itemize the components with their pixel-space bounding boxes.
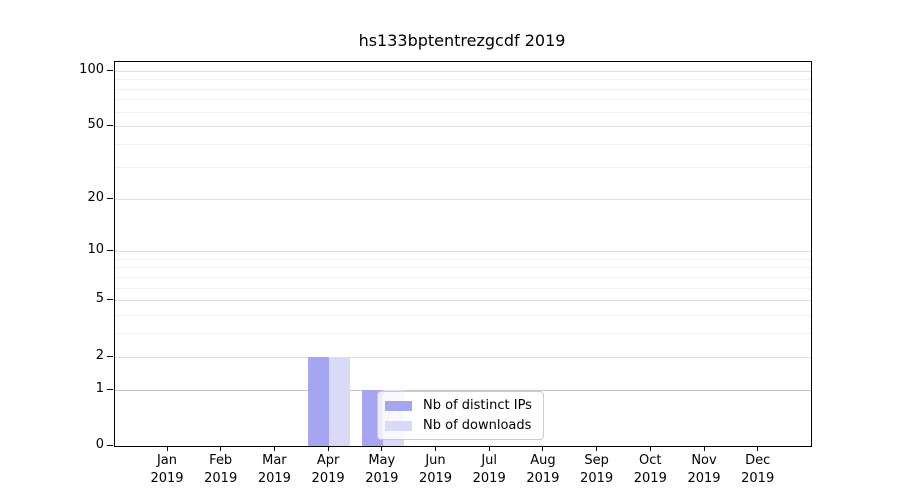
minor-gridline <box>115 144 811 146</box>
x-tick-year: 2019 <box>150 471 184 486</box>
x-tick-label: Jan 2019 <box>135 452 199 488</box>
y-tick-label: 20 <box>87 189 104 205</box>
y-tick-label: 2 <box>95 347 104 363</box>
x-tick-year: 2019 <box>687 471 721 486</box>
x-tick-label: Jun 2019 <box>404 452 468 488</box>
minor-gridline <box>115 287 811 289</box>
y-tick-label: 0 <box>95 437 104 452</box>
minor-gridline <box>115 315 811 317</box>
x-tick-year: 2019 <box>633 471 667 486</box>
x-tick-year: 2019 <box>365 471 399 486</box>
x-tick-mark <box>381 446 383 451</box>
y-tick-mark <box>107 69 113 71</box>
x-tick-month: May <box>368 453 396 468</box>
x-tick-month: Mar <box>262 453 287 468</box>
minor-gridline <box>115 276 811 278</box>
legend: Nb of distinct IPs Nb of downloads <box>377 391 544 440</box>
y-tick-mark <box>107 299 113 301</box>
y-tick-mark <box>107 388 113 390</box>
minor-gridline <box>115 166 811 168</box>
x-tick-mark <box>166 446 168 451</box>
x-tick-month: Aug <box>530 453 556 468</box>
y-tick-label: 10 <box>87 242 104 258</box>
x-tick-year: 2019 <box>418 471 453 486</box>
major-gridline <box>115 356 811 358</box>
minor-gridline <box>115 99 811 101</box>
legend-swatch-distinct-ips <box>385 400 412 411</box>
x-tick-month: Jun <box>425 453 446 468</box>
x-tick-mark <box>703 446 705 451</box>
y-tick-label: 5 <box>95 291 104 307</box>
minor-gridline <box>115 333 811 335</box>
x-tick-month: Oct <box>639 453 662 468</box>
x-tick-year: 2019 <box>311 471 345 486</box>
x-tick-mark <box>220 446 222 451</box>
legend-label-distinct-ips: Nb of distinct IPs <box>423 398 532 413</box>
x-tick-year: 2019 <box>472 471 506 486</box>
x-tick-label: Jul 2019 <box>457 452 521 488</box>
x-tick-year: 2019 <box>257 471 291 486</box>
x-tick-label: Oct 2019 <box>618 452 682 488</box>
x-tick-year: 2019 <box>526 471 560 486</box>
x-tick-label: May 2019 <box>350 452 414 488</box>
x-tick-mark <box>273 446 275 451</box>
legend-label-downloads: Nb of downloads <box>423 418 532 433</box>
x-tick-month: Jul <box>481 453 498 468</box>
y-tick-label: 100 <box>79 61 104 77</box>
x-tick-month: Dec <box>745 453 771 468</box>
plot-area <box>114 61 812 447</box>
x-tick-label: Sep 2019 <box>565 452 629 488</box>
y-tick-mark <box>107 445 113 446</box>
x-tick-label: Mar 2019 <box>242 452 306 488</box>
x-tick-mark <box>596 446 598 451</box>
x-tick-mark <box>488 446 490 451</box>
minor-gridline <box>115 79 811 81</box>
x-tick-label: Dec 2019 <box>726 452 790 488</box>
major-gridline <box>115 300 811 302</box>
major-gridline <box>115 251 811 253</box>
x-tick-label: Aug 2019 <box>511 452 575 488</box>
x-tick-month: Sep <box>584 453 609 468</box>
major-gridline <box>115 126 811 128</box>
bar-distinct-ips <box>307 356 330 446</box>
bar-downloads <box>329 356 351 446</box>
y-tick-mark <box>107 197 113 199</box>
x-tick-label: Nov 2019 <box>672 452 736 488</box>
minor-gridline <box>115 258 811 260</box>
x-tick-year: 2019 <box>580 471 614 486</box>
x-tick-month: Apr <box>316 453 340 468</box>
legend-swatch-downloads <box>385 420 412 431</box>
grid-layer <box>115 62 811 446</box>
legend-row-distinct-ips: Nb of distinct IPs <box>385 397 535 414</box>
x-tick-month: Jan <box>156 453 178 468</box>
major-gridline <box>115 389 811 391</box>
chart-title: hs133bptentrezgcdf 2019 <box>358 31 566 50</box>
minor-gridline <box>115 267 811 269</box>
x-tick-label: Apr 2019 <box>296 452 360 488</box>
x-tick-mark <box>757 446 759 451</box>
x-tick-month: Nov <box>691 453 717 468</box>
x-tick-mark <box>435 446 436 451</box>
x-tick-month: Feb <box>209 453 233 468</box>
legend-row-downloads: Nb of downloads <box>385 417 535 434</box>
x-tick-label: Feb 2019 <box>189 452 253 488</box>
bars-layer <box>115 62 811 446</box>
y-tick-mark <box>107 355 113 357</box>
x-tick-mark <box>327 446 329 451</box>
minor-gridline <box>115 111 811 113</box>
x-tick-mark <box>542 446 544 451</box>
y-tick-label: 50 <box>87 117 104 133</box>
x-tick-mark <box>649 446 651 451</box>
y-tick-mark <box>107 250 113 252</box>
y-tick-mark <box>107 125 113 127</box>
major-gridline <box>115 70 811 72</box>
minor-gridline <box>115 88 811 90</box>
major-gridline <box>115 198 811 200</box>
x-tick-year: 2019 <box>741 471 775 486</box>
y-tick-label: 1 <box>95 380 104 396</box>
x-tick-year: 2019 <box>204 471 238 486</box>
